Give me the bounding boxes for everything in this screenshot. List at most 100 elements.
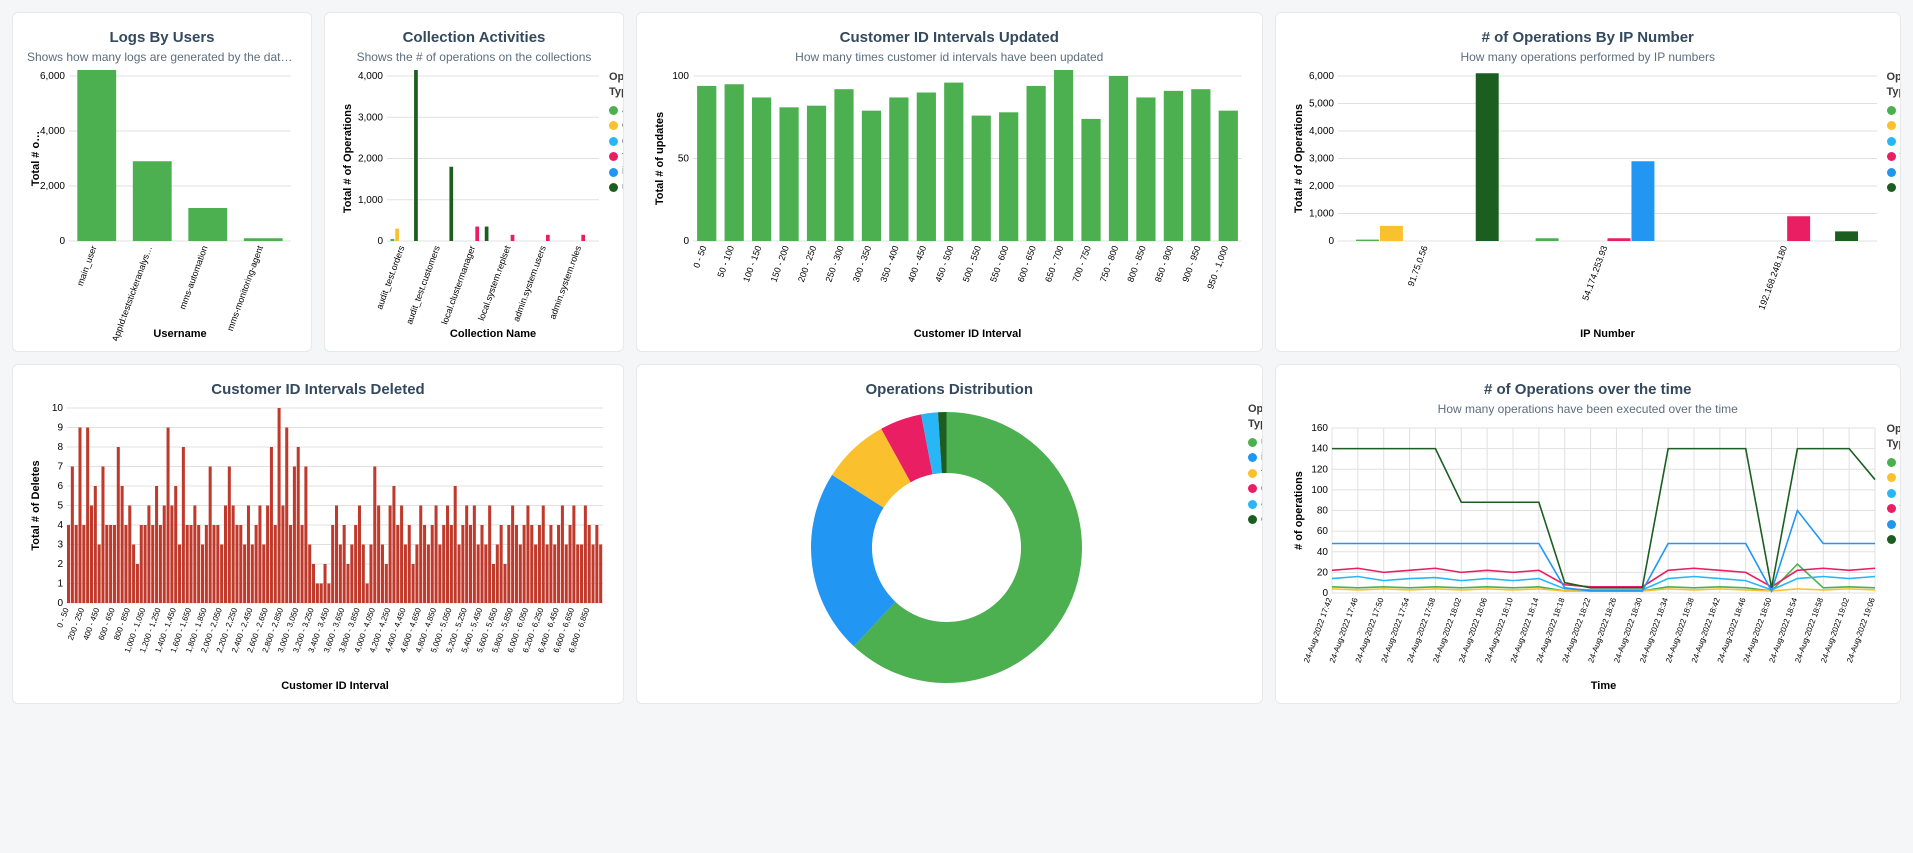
svg-text:4,000: 4,000 [358, 71, 383, 82]
chart-ops-by-ip: 01,0002,0003,0004,0005,0006,00091.75.0.5… [1290, 70, 1881, 341]
svg-text:local.system.replset: local.system.replset [476, 244, 513, 322]
card-subtitle: How many operations performed by IP numb… [1290, 50, 1887, 64]
svg-text:24-Aug-2022 18:42: 24-Aug-2022 18:42 [1689, 596, 1721, 664]
svg-text:750 - 800: 750 - 800 [1098, 244, 1120, 283]
card-subtitle: Shows how many logs are generated by the… [27, 50, 297, 64]
svg-text:600 - 650: 600 - 650 [1016, 244, 1038, 283]
svg-text:mms-automation: mms-automation [177, 244, 209, 310]
card-title: Customer ID Intervals Deleted [27, 381, 609, 398]
card-title: # of Operations By IP Number [1290, 29, 1887, 46]
svg-text:10: 10 [52, 403, 64, 414]
svg-text:Total # o…: Total # o… [30, 131, 42, 186]
card-intervals-updated: Customer ID Intervals Updated How many t… [636, 12, 1263, 352]
svg-text:24-Aug-2022 18:14: 24-Aug-2022 18:14 [1508, 596, 1540, 664]
svg-text:50: 50 [678, 154, 690, 165]
svg-text:400 - 450: 400 - 450 [906, 244, 928, 283]
svg-text:24-Aug-2022 19:02: 24-Aug-2022 19:02 [1819, 596, 1851, 664]
svg-text:3,000: 3,000 [358, 112, 383, 123]
chart-ops-over-time: 02040608010012014016024-Aug-2022 17:4224… [1290, 422, 1881, 693]
svg-text:100: 100 [672, 71, 689, 82]
svg-text:mms-monitoring-agent: mms-monitoring-agent [225, 244, 265, 332]
svg-text:300 - 350: 300 - 350 [851, 244, 873, 283]
card-collection-activities: Collection Activities Shows the # of ope… [324, 12, 624, 352]
svg-text:1: 1 [57, 579, 63, 590]
svg-text:700 - 750: 700 - 750 [1071, 244, 1093, 283]
svg-text:2,000: 2,000 [40, 181, 65, 192]
card-logs-by-users: Logs By Users Shows how many logs are ge… [12, 12, 312, 352]
svg-text:audit_test.customers: audit_test.customers [404, 244, 442, 326]
svg-text:4: 4 [57, 520, 63, 531]
svg-text:24-Aug-2022 17:58: 24-Aug-2022 17:58 [1405, 596, 1437, 664]
svg-text:Username: Username [153, 328, 206, 340]
svg-text:Customer ID Interval: Customer ID Interval [914, 328, 1022, 340]
svg-text:Total # of Deletes: Total # of Deletes [30, 460, 42, 550]
svg-text:650 - 700: 650 - 700 [1043, 244, 1065, 283]
svg-text:60: 60 [1316, 526, 1328, 537]
card-ops-distribution: Operations Distribution Operation Typeup… [636, 364, 1263, 704]
card-title: Collection Activities [339, 29, 609, 46]
svg-text:local.clustermanager: local.clustermanager [439, 244, 477, 325]
svg-text:250 - 300: 250 - 300 [823, 244, 845, 283]
svg-text:120: 120 [1311, 464, 1328, 475]
card-title: Customer ID Intervals Updated [651, 29, 1248, 46]
svg-text:350 - 400: 350 - 400 [878, 244, 900, 283]
svg-text:9: 9 [57, 423, 63, 434]
svg-text:550 - 600: 550 - 600 [988, 244, 1010, 283]
svg-text:24-Aug-2022 18:38: 24-Aug-2022 18:38 [1663, 596, 1695, 664]
svg-text:0 - 50: 0 - 50 [55, 606, 71, 629]
svg-text:admin.system.roles: admin.system.roles [547, 244, 583, 321]
svg-text:5: 5 [57, 501, 63, 512]
svg-text:2,000: 2,000 [1308, 181, 1333, 192]
card-intervals-deleted: Customer ID Intervals Deleted 0123456789… [12, 364, 624, 704]
svg-text:1,000: 1,000 [358, 195, 383, 206]
svg-text:200 - 250: 200 - 250 [796, 244, 818, 283]
svg-text:140: 140 [1311, 444, 1328, 455]
svg-text:4,000: 4,000 [40, 126, 65, 137]
svg-text:0: 0 [683, 236, 689, 247]
svg-text:20: 20 [1316, 567, 1328, 578]
svg-text:50 - 100: 50 - 100 [715, 244, 736, 278]
svg-text:Total # of Operations: Total # of Operations [1293, 104, 1305, 213]
svg-text:24-Aug-2022 18:50: 24-Aug-2022 18:50 [1741, 596, 1773, 664]
chart-ops-distribution [651, 402, 1242, 693]
svg-text:8: 8 [57, 442, 63, 453]
card-subtitle: Shows the # of operations on the collect… [339, 50, 609, 64]
card-subtitle: How many operations have been executed o… [1290, 402, 1887, 416]
svg-text:24-Aug-2022 18:58: 24-Aug-2022 18:58 [1793, 596, 1825, 664]
svg-text:80: 80 [1316, 506, 1328, 517]
svg-text:0: 0 [1328, 236, 1334, 247]
svg-text:24-Aug-2022 18:34: 24-Aug-2022 18:34 [1638, 596, 1670, 664]
svg-text:192.168.248.180: 192.168.248.180 [1756, 244, 1789, 311]
svg-text:main_user: main_user [75, 244, 99, 287]
svg-text:850 - 900: 850 - 900 [1153, 244, 1175, 283]
svg-text:6: 6 [57, 481, 63, 492]
svg-text:Collection Name: Collection Name [450, 328, 536, 340]
chart-intervals-deleted: 0123456789100 - 50200 - 250400 - 450600 … [27, 402, 609, 693]
svg-text:# of operations: # of operations [1293, 471, 1305, 550]
card-title: # of Operations over the time [1290, 381, 1887, 398]
svg-text:0: 0 [377, 236, 383, 247]
svg-text:900 - 950: 900 - 950 [1180, 244, 1202, 283]
svg-text:100: 100 [1311, 485, 1328, 496]
svg-text:450 - 500: 450 - 500 [933, 244, 955, 283]
svg-text:7: 7 [57, 462, 63, 473]
svg-text:Customer ID Interval: Customer ID Interval [281, 680, 389, 692]
svg-text:Time: Time [1590, 680, 1615, 692]
svg-text:24-Aug-2022 18:02: 24-Aug-2022 18:02 [1431, 596, 1463, 664]
svg-text:24-Aug-2022 18:22: 24-Aug-2022 18:22 [1560, 596, 1592, 664]
svg-text:0: 0 [59, 236, 65, 247]
chart-logs-by-users: 02,0004,0006,000main_userCN=realmAppId:t… [27, 70, 297, 341]
svg-text:24-Aug-2022 18:46: 24-Aug-2022 18:46 [1715, 596, 1747, 664]
chart-intervals-updated: 0501000 - 5050 - 100100 - 150150 - 20020… [651, 70, 1248, 341]
svg-text:150 - 200: 150 - 200 [769, 244, 791, 283]
svg-text:1,000: 1,000 [1308, 209, 1333, 220]
legend-ops-by-ip: Operation Typeaggregatecountdeletefindin… [1881, 70, 1902, 341]
svg-text:Total # of Operations: Total # of Operations [342, 104, 354, 213]
svg-text:24-Aug-2022 17:50: 24-Aug-2022 17:50 [1353, 596, 1385, 664]
legend-collection-activities: Operation Typeaggregatecountdeletefindin… [603, 70, 624, 341]
svg-text:3,000: 3,000 [1308, 154, 1333, 165]
svg-text:24-Aug-2022 18:06: 24-Aug-2022 18:06 [1457, 596, 1489, 664]
card-ops-over-time: # of Operations over the time How many o… [1275, 364, 1902, 704]
svg-text:24-Aug-2022 18:54: 24-Aug-2022 18:54 [1767, 596, 1799, 664]
legend-ops-over-time: Operation Typeaggregatecountdeletefindin… [1881, 422, 1902, 693]
